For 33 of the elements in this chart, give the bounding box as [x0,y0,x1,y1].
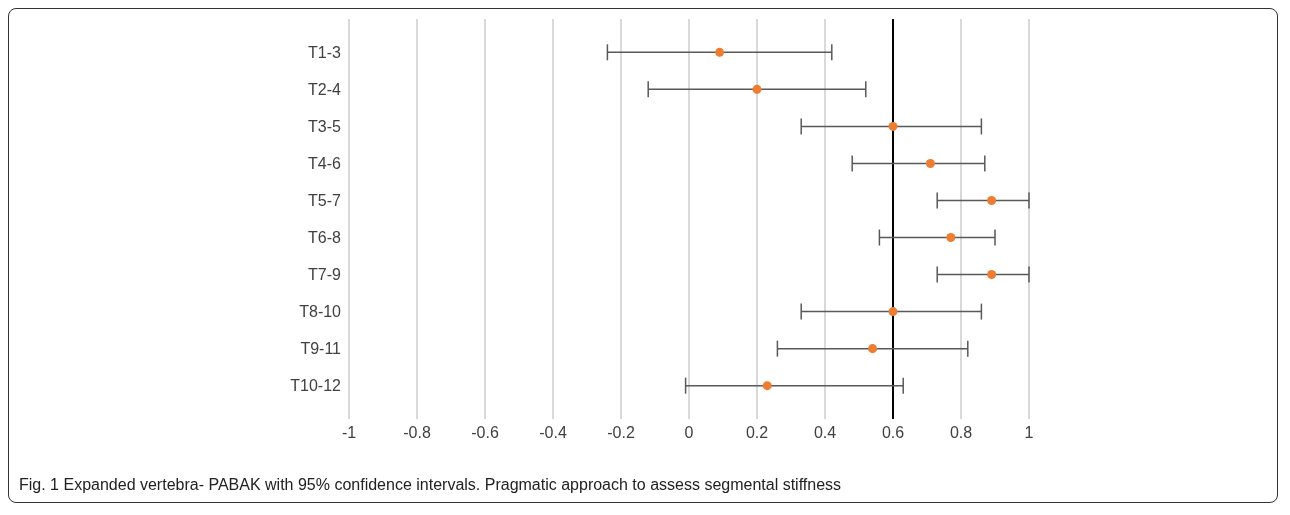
point [888,307,898,317]
point [868,344,878,354]
x-tick-label: -0.8 [403,424,431,442]
x-tick-label: -0.6 [471,424,499,442]
y-tick-label: T9-11 [300,340,342,358]
x-tick-label: -1 [341,424,357,442]
y-tick-label: T3-5 [308,118,342,136]
point [888,121,898,131]
x-tick-label: -0.2 [607,424,635,442]
figure-frame: -1 -0.8 -0.6 -0.4 -0.2 0 0.2 0.4 0.6 0.8 1 T1-3 T2-4 T3-5 T4-6 T5-7 T6-8 T7-9 T8-10 T9-11 T10-12 Fig. 1 Expanded vertebra- PABAK with 95% confidence intervals. Pragmatic approach to assess segmental stiffness [8,8,1278,503]
y-tick-label: T1-3 [308,44,342,62]
point [925,158,935,168]
point [715,47,725,57]
point [946,233,956,243]
x-tick-label: 0.2 [745,424,769,442]
x-tick-label: 0 [684,424,694,442]
x-tick-label: 0.6 [881,424,905,442]
x-tick-label: 0.8 [949,424,973,442]
x-tick-label: -0.4 [539,424,567,442]
point [752,84,762,94]
y-tick-label: T4-6 [308,155,342,173]
caption: Fig. 1 Expanded vertebra- PABAK with 95% confidence intervals. Pragmatic approach to assess segmental stiffness [19,476,842,494]
point [762,381,772,391]
y-tick-label: T7-9 [308,266,342,284]
y-tick-label: T5-7 [308,192,342,210]
y-tick-label: T2-4 [308,81,342,99]
point [987,195,997,205]
y-tick-label: T10-12 [290,377,342,395]
x-tick-label: 1 [1024,424,1034,442]
y-tick-label: T8-10 [299,303,342,321]
y-tick-label: T6-8 [308,229,342,247]
point [987,270,997,280]
x-tick-label: 0.4 [813,424,837,442]
